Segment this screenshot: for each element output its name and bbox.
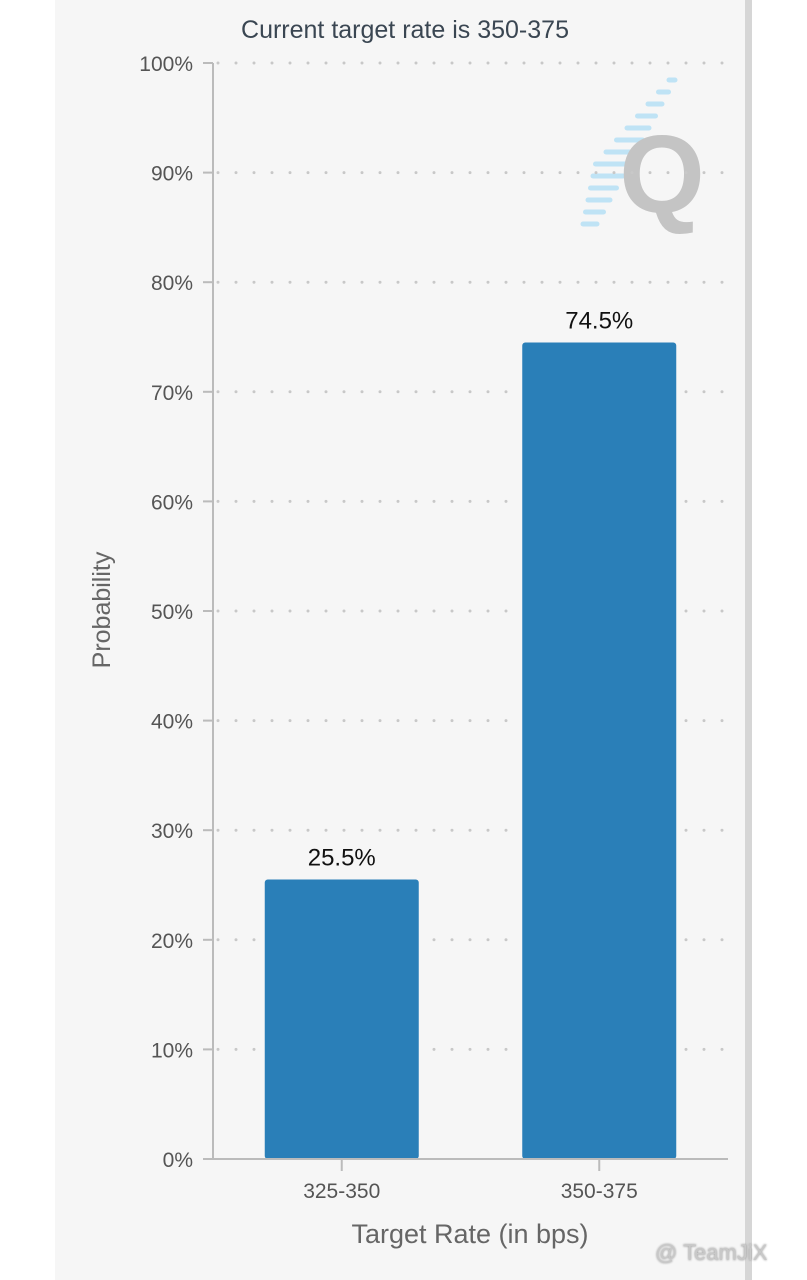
x-tick-label: 325-350 — [303, 1180, 380, 1203]
watermark: @ TeamJiX — [655, 1240, 768, 1265]
y-tick-label: 70% — [151, 382, 193, 405]
y-tick-label: 10% — [151, 1039, 193, 1062]
logo: Q — [580, 77, 705, 236]
data-label: 25.5% — [308, 845, 376, 872]
y-tick-label: 0% — [163, 1149, 193, 1172]
scrollbar-edge — [745, 0, 752, 1280]
y-tick-label: 80% — [151, 272, 193, 295]
x-tick-label: 350-375 — [561, 1180, 638, 1203]
bar — [264, 879, 419, 1159]
y-tick-label: 30% — [151, 820, 193, 843]
y-tick-label: 60% — [151, 491, 193, 514]
y-tick-label: 40% — [151, 711, 193, 734]
y-tick-label: 20% — [151, 930, 193, 953]
bar — [522, 342, 677, 1160]
y-axis-label: Probability — [88, 551, 116, 668]
logo-letter: Q — [619, 113, 705, 236]
y-tick-label: 100% — [139, 53, 193, 76]
y-tick-label: 50% — [151, 601, 193, 624]
data-label: 74.5% — [565, 307, 633, 334]
chart-title: Current target rate is 350-375 — [241, 16, 569, 44]
x-axis-label: Target Rate (in bps) — [351, 1219, 588, 1249]
y-tick-label: 90% — [151, 163, 193, 186]
